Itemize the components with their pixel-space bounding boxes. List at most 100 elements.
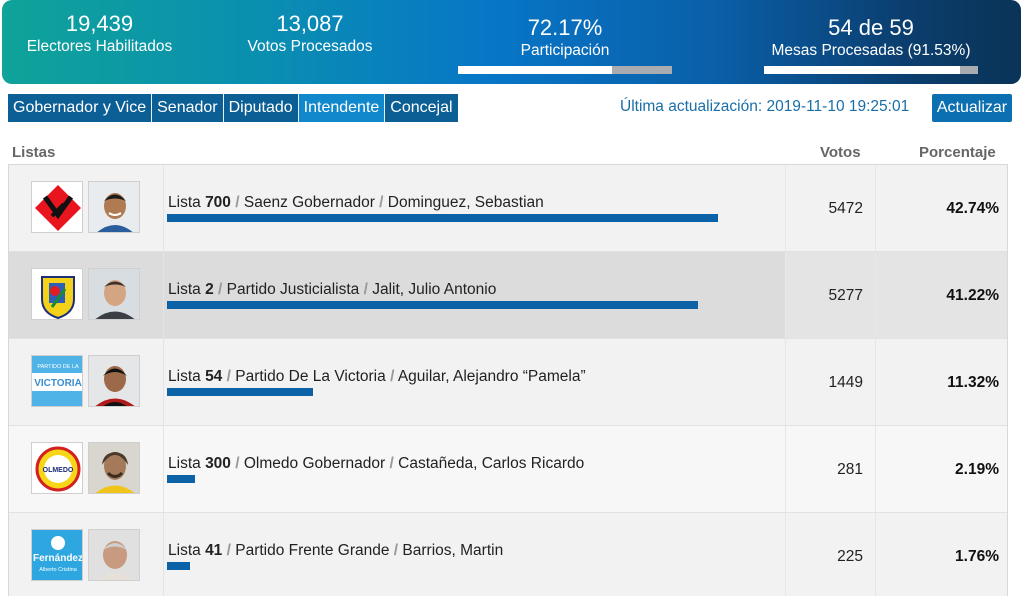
list-description: Lista 2 / Partido Justicialista / Jalit,… [168,281,496,299]
refresh-button[interactable]: Actualizar [932,94,1012,122]
lista-word: Lista [168,368,201,385]
candidate-name: Castañeda, Carlos Ricardo [398,455,585,472]
party-name: Partido De La Victoria [235,368,386,385]
participacion-progress-fill [458,66,612,74]
lista-number: 41 [205,542,223,559]
separator: / [226,368,231,385]
party-name: Partido Frente Grande [235,542,390,559]
separator: / [363,281,368,298]
electores-value: 19,439 [65,11,134,36]
electores-label: Electores Habilitados [26,38,173,55]
separator: / [226,542,231,559]
lista-word: Lista [168,281,201,298]
candidate-photo-icon [88,442,140,494]
votes-value: 225 [837,548,863,565]
votos-value: 13,087 [276,11,344,36]
party-name: Partido Justicialista [226,281,360,298]
lista-word: Lista [168,455,201,472]
separator: / [235,194,240,211]
candidate-name: Dominguez, Sebastian [387,194,544,211]
vote-share-bar [167,214,718,222]
mesas-value: 54 de 59 [828,15,914,40]
row-images: OLMEDO [9,426,164,512]
victoria-logo-top-text: PARTIDO DE LA [37,364,79,370]
row-images: Fernández Alberto Cristina [9,513,164,596]
lista-number: 2 [205,281,214,298]
participacion-label: Participación [520,42,610,59]
candidate-photo-icon [88,181,140,233]
table-row: Fernández Alberto Cristina Lista 41 / Pa… [9,513,1007,596]
percent-cell: 11.32% [875,339,1007,425]
votes-value: 5277 [828,287,863,304]
percent-value: 2.19% [955,461,999,478]
stat-participacion: 72.17% Participación [458,15,672,61]
votes-cell: 5277 [785,252,875,338]
candidate-name: Aguilar, Alejandro “Pamela” [397,368,586,385]
row-images [9,252,164,338]
lista-number: 54 [205,368,223,385]
percent-cell: 2.19% [875,426,1007,512]
row-images: PARTIDO DE LA VICTORIA [9,339,164,425]
vote-share-bar [167,475,195,483]
row-images [9,165,164,251]
votes-cell: 1449 [785,339,875,425]
col-listas-header: Listas [12,144,56,161]
table-row: Lista 2 / Partido Justicialista / Jalit,… [9,252,1007,339]
candidate-photo-icon [88,268,140,320]
fernandez-sun-logo-icon: Fernández Alberto Cristina [31,529,83,581]
tab-senador[interactable]: Senador [152,94,224,122]
percent-value: 1.76% [955,548,999,565]
mesas-progress-bar [764,66,978,74]
participacion-progress-bar [458,66,672,74]
percent-value: 41.22% [946,287,999,304]
olmedo-circle-logo-icon: OLMEDO [31,442,83,494]
list-description: Lista 41 / Partido Frente Grande / Barri… [168,542,503,560]
votes-cell: 281 [785,426,875,512]
percent-value: 11.32% [947,374,999,391]
fernandez-logo-subtext: Alberto Cristina [39,567,78,573]
stat-electores: 19,439 Electores Habilitados [22,11,177,57]
percent-value: 42.74% [946,200,999,217]
separator: / [218,281,223,298]
votes-cell: 5472 [785,165,875,251]
table-row: Lista 700 / Saenz Gobernador / Dominguez… [9,165,1007,252]
candidate-name: Jalit, Julio Antonio [372,281,497,298]
candidate-name: Barrios, Martin [402,542,504,559]
table-row: OLMEDO Lista 300 / Olmedo Gobernador / C… [9,426,1007,513]
mesas-progress-fill [764,66,960,74]
percent-cell: 41.22% [875,252,1007,338]
separator: / [390,368,395,385]
stat-votos: 13,087 Votos Procesados [234,11,386,57]
separator: / [393,542,399,559]
tab-diputado[interactable]: Diputado [223,94,299,122]
participacion-value: 72.17% [527,15,603,40]
separator: / [379,194,384,211]
votes-value: 281 [837,461,863,478]
candidate-photo-icon [88,355,140,407]
pj-shield-logo-icon [31,268,83,320]
vote-share-bar [167,301,698,309]
separator: / [389,455,394,472]
vote-share-bar [167,562,190,570]
list-description: Lista 300 / Olmedo Gobernador / Castañed… [168,455,584,473]
table-header: Listas Votos Porcentaje [0,140,1023,164]
col-votos-header: Votos [820,144,861,161]
tab-intendente[interactable]: Intendente [298,94,386,122]
results-table: Lista 700 / Saenz Gobernador / Dominguez… [8,164,1008,596]
col-porcentaje-header: Porcentaje [919,144,996,161]
candidate-photo-icon [88,529,140,581]
votes-value: 1449 [828,374,863,391]
lista-number: 700 [205,194,231,211]
lista-word: Lista [168,194,201,211]
stat-mesas: 54 de 59 Mesas Procesadas (91.53%) [762,15,980,61]
tab-gobernador-y-vice[interactable]: Gobernador y Vice [8,94,153,122]
lista-number: 300 [205,455,231,472]
tab-concejal[interactable]: Concejal [385,94,458,122]
party-name: Olmedo Gobernador [243,455,386,472]
votes-value: 5472 [828,200,863,217]
category-tabs: Gobernador y Vice Senador Diputado Inten… [8,94,458,122]
lista-word: Lista [168,542,201,559]
votos-label: Votos Procesados [247,38,373,55]
victoria-logo-main-text: VICTORIA [34,378,82,389]
list-description: Lista 700 / Saenz Gobernador / Dominguez… [168,194,544,212]
